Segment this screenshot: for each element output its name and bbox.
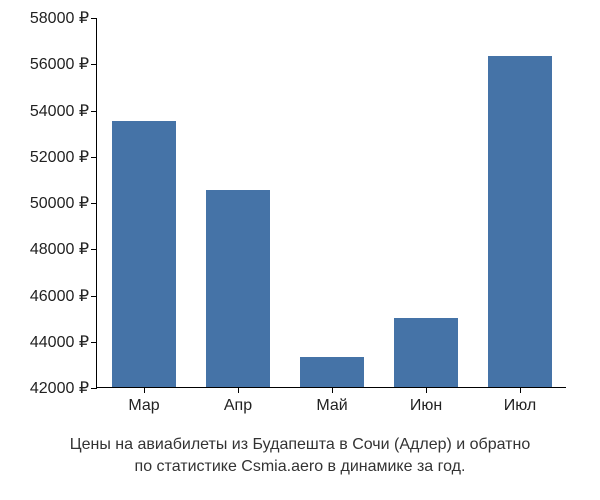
y-tick-label: 44000 ₽	[30, 332, 97, 352]
x-tick-label: Апр	[224, 387, 252, 415]
y-tick-label: 56000 ₽	[30, 54, 97, 74]
bar	[488, 56, 552, 387]
bar	[300, 357, 364, 387]
y-tick-label: 48000 ₽	[30, 239, 97, 259]
x-tick-label: Июн	[410, 387, 442, 415]
x-tick-label: Май	[316, 387, 347, 415]
bar	[394, 318, 458, 387]
plot-area: 42000 ₽44000 ₽46000 ₽48000 ₽50000 ₽52000…	[96, 18, 566, 388]
y-tick-label: 54000 ₽	[30, 101, 97, 121]
y-tick-label: 46000 ₽	[30, 286, 97, 306]
y-tick-label: 58000 ₽	[30, 8, 97, 28]
price-bar-chart: 42000 ₽ 44000 ₽ 46000 ₽ 48000 ₽ 50000 ₽ 52000…	[0, 0, 600, 500]
bar	[206, 190, 270, 387]
x-tick-label: Мар	[128, 387, 159, 415]
x-tick-label: Июл	[504, 387, 536, 415]
y-tick-label: 50000 ₽	[30, 193, 97, 213]
y-tick-label: 42000 ₽	[30, 378, 97, 398]
chart-caption: Цены на авиабилеты из Будапешта в Сочи (…	[0, 434, 600, 477]
y-tick-label: 52000 ₽	[30, 147, 97, 167]
bar	[112, 121, 176, 387]
